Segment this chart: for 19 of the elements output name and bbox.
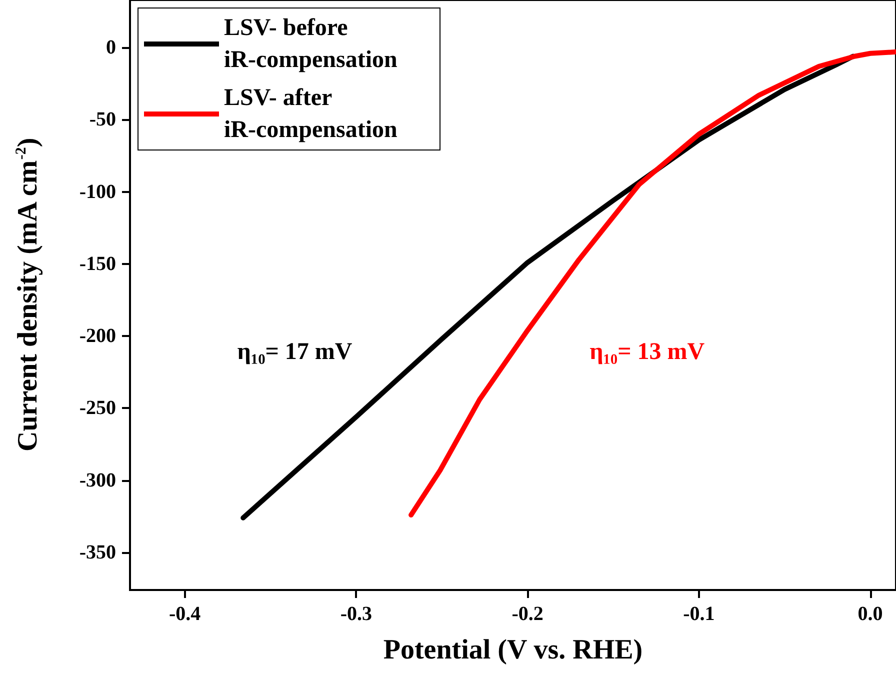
x-axis-title: Potential (V vs. RHE) [383, 634, 643, 666]
x-tick-label: -0.3 [340, 603, 372, 625]
legend-label: LSV- before iR-compensation [224, 15, 398, 73]
y-tick-label: -300 [79, 469, 116, 492]
x-tick-label: -0.2 [512, 603, 544, 625]
y-axis-title: Current density (mA cm-2) [12, 138, 44, 452]
y-tick-label: -150 [79, 252, 116, 275]
x-tick-label: -0.1 [683, 603, 715, 625]
y-tick-label: -200 [79, 325, 116, 348]
y-tick-label: -100 [79, 180, 116, 203]
x-tick-label: 0.0 [858, 603, 883, 625]
x-tick-label: -0.4 [169, 603, 201, 625]
annotation: η₁₀= 17 mV [237, 339, 353, 365]
y-tick-label: -250 [79, 397, 116, 420]
y-tick-label: 0 [106, 36, 116, 59]
annotation: η₁₀= 13 mV [590, 339, 706, 365]
y-tick-label: -350 [79, 541, 116, 564]
legend-label: LSV- after iR-compensation [224, 85, 398, 143]
y-tick-label: -50 [89, 108, 116, 131]
